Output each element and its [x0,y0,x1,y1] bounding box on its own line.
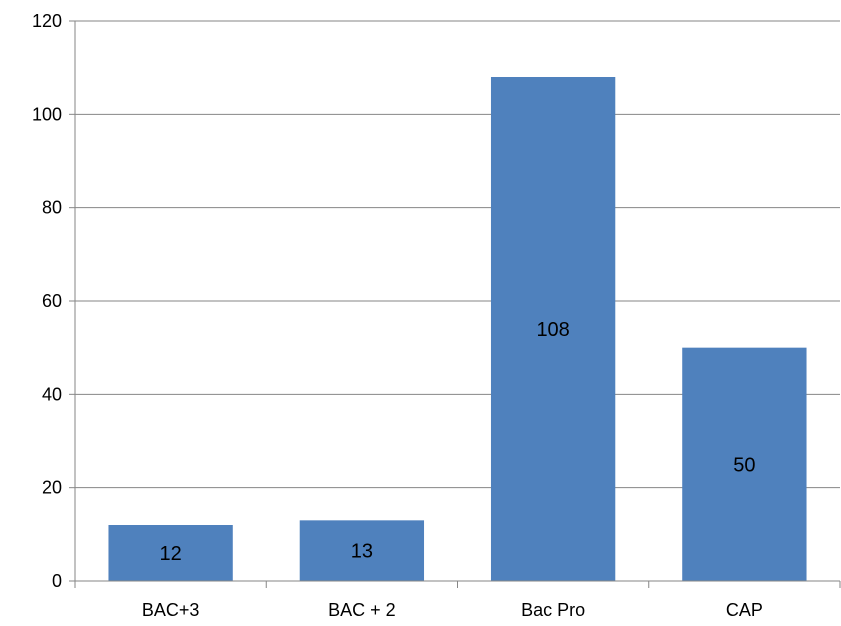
y-tick-label: 40 [42,384,62,404]
y-tick-label: 60 [42,291,62,311]
bar-1 [299,520,425,581]
bar-2 [490,77,616,581]
y-tick-label: 20 [42,478,62,498]
bar-3 [682,347,807,581]
data-label: 13 [351,541,373,563]
x-tick-label: BAC + 2 [328,600,396,620]
data-label: 50 [733,454,755,476]
x-tick-label: Bac Pro [521,600,585,620]
y-tick-label: 0 [52,571,62,591]
y-tick-label: 100 [32,104,62,124]
x-tick-label: CAP [726,600,763,620]
labels: 0 20 40 60 80 100 120 12 BAC+3 13 BAC + 2 108 Bac Pr… [32,11,763,620]
y-tick-label: 80 [42,198,62,218]
data-label: 108 [536,319,569,341]
bar-0 [108,525,233,581]
y-tick-label: 120 [32,11,62,31]
axes [69,20,841,588]
data-label: 12 [160,543,182,565]
x-tick-label: BAC+3 [142,600,200,620]
bars [108,77,807,581]
